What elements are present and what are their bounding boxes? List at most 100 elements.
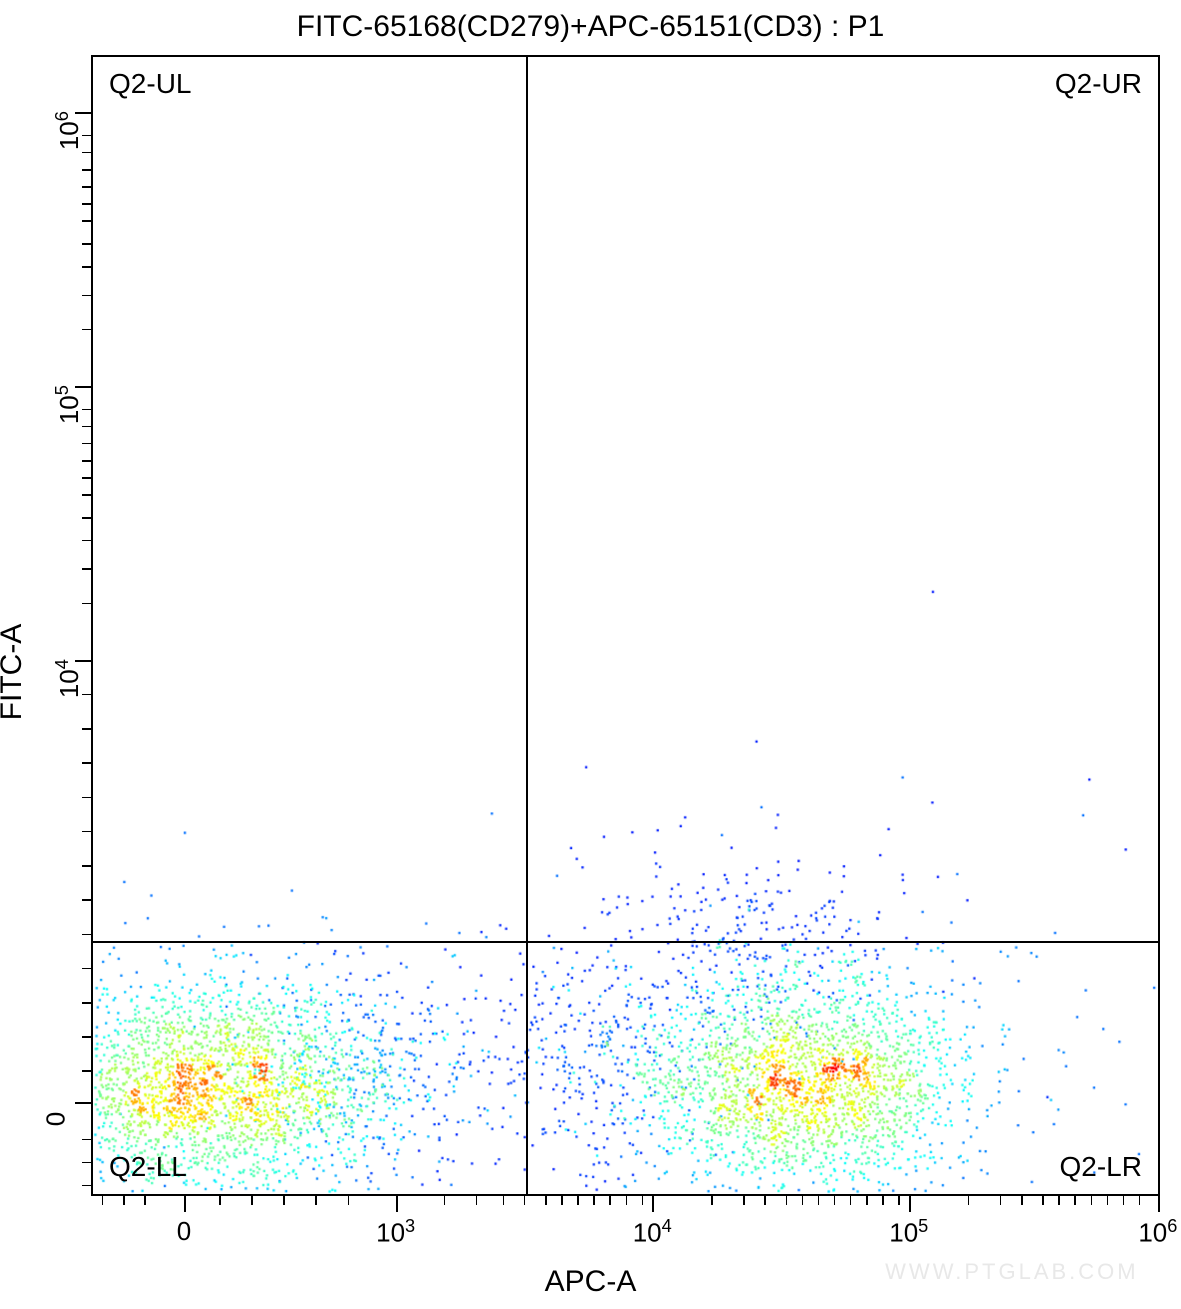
plot-area: Q2-UL Q2-UR Q2-LL Q2-LR: [91, 55, 1160, 1196]
quadrant-label-ur: Q2-UR: [1055, 68, 1142, 100]
x-tick-minor: [866, 1196, 868, 1205]
y-tick-minor: [82, 152, 91, 154]
x-tick-major: [184, 1196, 186, 1212]
x-tick-minor: [219, 1196, 221, 1205]
x-tick-minor: [503, 1196, 505, 1205]
y-tick-minor: [82, 1185, 91, 1187]
x-tick-minor: [818, 1196, 820, 1205]
x-tick-minor: [144, 1196, 146, 1205]
x-tick-minor: [898, 1196, 900, 1205]
x-tick-minor: [593, 1196, 595, 1205]
y-tick-minor: [82, 1070, 91, 1072]
y-tick-minor: [82, 517, 91, 519]
y-tick-minor: [82, 443, 91, 445]
quadrant-label-ul: Q2-UL: [109, 68, 191, 100]
y-tick-minor: [82, 1036, 91, 1038]
y-tick-minor: [82, 1002, 91, 1004]
x-tick-minor: [1091, 1196, 1093, 1205]
x-tick-minor: [283, 1196, 285, 1205]
x-tick-minor: [545, 1196, 547, 1205]
x-tick-minor: [1074, 1196, 1076, 1205]
x-tick-minor: [626, 1196, 628, 1205]
x-tick-minor: [102, 1196, 104, 1205]
y-tick-minor: [82, 243, 91, 245]
x-tick-minor: [1021, 1196, 1023, 1205]
y-tick-label: 0: [41, 1112, 72, 1126]
x-tick-minor: [561, 1196, 563, 1205]
x-tick-label: 105: [889, 1216, 928, 1249]
x-tick-minor: [711, 1196, 713, 1205]
y-tick-label: 104: [52, 659, 85, 698]
scatter-canvas: [93, 57, 1158, 1194]
x-tick-minor: [743, 1196, 745, 1205]
x-tick-minor: [1000, 1196, 1002, 1205]
x-tick-minor: [1058, 1196, 1060, 1205]
x-tick-label: 0: [177, 1216, 191, 1247]
x-tick-minor: [476, 1196, 478, 1205]
y-tick-label: 106: [52, 111, 85, 150]
y-tick-minor: [82, 728, 91, 730]
y-tick-minor: [82, 460, 91, 462]
watermark: WWW.PTGLAB.COM: [885, 1259, 1138, 1285]
x-tick-minor: [524, 1196, 526, 1205]
x-tick-label: 106: [1138, 1216, 1177, 1249]
quadrant-divider-horizontal: [93, 941, 1158, 943]
y-tick-minor: [82, 477, 91, 479]
x-tick-minor: [642, 1196, 644, 1205]
y-tick-minor: [82, 266, 91, 268]
y-tick-minor: [82, 1162, 91, 1164]
x-tick-major: [652, 1196, 654, 1212]
x-tick-major: [909, 1196, 911, 1212]
y-axis-label: FITC-A: [0, 623, 29, 720]
y-tick-minor: [82, 899, 91, 901]
x-tick-minor: [1042, 1196, 1044, 1205]
x-tick-label: 103: [376, 1216, 415, 1249]
x-tick-minor: [882, 1196, 884, 1205]
flow-cytometry-chart: FITC-65168(CD279)+APC-65151(CD3) : P1 FI…: [0, 0, 1181, 1309]
x-tick-minor: [123, 1196, 125, 1205]
x-tick-minor: [609, 1196, 611, 1205]
y-tick-minor: [82, 203, 91, 205]
x-tick-minor: [968, 1196, 970, 1205]
x-tick-minor: [802, 1196, 804, 1205]
y-tick-minor: [82, 329, 91, 331]
x-tick-minor: [315, 1196, 317, 1205]
y-tick-minor: [82, 762, 91, 764]
y-tick-minor: [82, 540, 91, 542]
y-tick-minor: [82, 968, 91, 970]
chart-title: FITC-65168(CD279)+APC-65151(CD3) : P1: [297, 10, 885, 44]
y-tick-minor: [82, 934, 91, 936]
y-tick-minor: [82, 603, 91, 605]
y-tick-minor: [82, 568, 91, 570]
y-tick-major: [75, 1102, 91, 1104]
y-tick-label: 105: [52, 385, 85, 424]
quadrant-divider-vertical: [526, 57, 528, 1194]
y-tick-minor: [82, 694, 91, 696]
x-tick-minor: [251, 1196, 253, 1205]
y-tick-minor: [82, 797, 91, 799]
y-tick-minor: [82, 135, 91, 137]
x-axis-label: APC-A: [545, 1265, 637, 1299]
quadrant-label-ll: Q2-LL: [109, 1151, 187, 1183]
x-tick-minor: [444, 1196, 446, 1205]
x-tick-label: 104: [633, 1216, 672, 1249]
x-tick-minor: [834, 1196, 836, 1205]
x-tick-minor: [348, 1196, 350, 1205]
y-tick-minor: [82, 186, 91, 188]
y-tick-minor: [82, 426, 91, 428]
x-tick-minor: [1107, 1196, 1109, 1205]
y-tick-minor: [82, 831, 91, 833]
x-tick-major: [1158, 1196, 1160, 1212]
y-tick-minor: [82, 865, 91, 867]
y-tick-minor: [82, 1139, 91, 1141]
y-tick-minor: [82, 494, 91, 496]
x-tick-minor: [1123, 1196, 1125, 1205]
x-tick-minor: [764, 1196, 766, 1205]
quadrant-label-lr: Q2-LR: [1060, 1151, 1142, 1183]
y-tick-minor: [82, 295, 91, 297]
x-tick-minor: [786, 1196, 788, 1205]
y-tick-minor: [82, 220, 91, 222]
x-tick-minor: [1139, 1196, 1141, 1205]
x-tick-minor: [577, 1196, 579, 1205]
y-tick-minor: [82, 169, 91, 171]
